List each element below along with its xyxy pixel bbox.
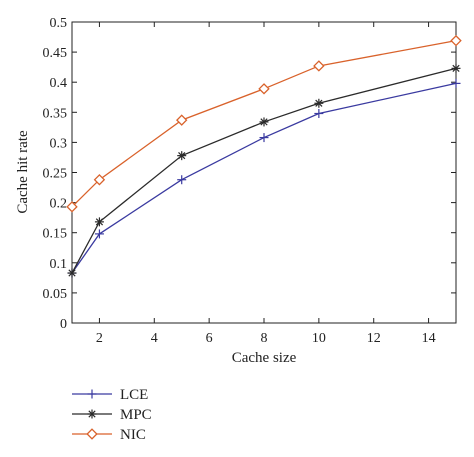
data-point-nic <box>93 174 106 186</box>
data-point-nic <box>175 114 188 126</box>
data-point-mpc <box>94 217 104 227</box>
series-line-mpc <box>71 67 457 274</box>
series-markers <box>66 34 462 278</box>
y-tick-label: 0.35 <box>43 106 68 121</box>
y-tick-label: 0.2 <box>50 197 68 212</box>
data-point-lce <box>177 175 187 185</box>
legend-label: LCE <box>120 387 148 403</box>
x-tick-label: 6 <box>206 331 213 346</box>
data-point-mpc <box>314 98 324 108</box>
data-point-nic <box>313 60 325 72</box>
y-axis-label: Cache hit rate <box>15 130 31 214</box>
y-tick-label: 0.15 <box>43 227 68 242</box>
data-point-nic <box>66 201 78 213</box>
y-tick-label: 0.05 <box>43 287 68 302</box>
y-tick-label: 0.4 <box>50 76 68 91</box>
y-tick-label: 0.25 <box>43 167 68 182</box>
data-point-mpc <box>177 151 187 161</box>
series-line-nic <box>71 40 457 208</box>
x-tick-label: 8 <box>261 331 268 346</box>
data-point-lce <box>314 109 324 119</box>
legend-item-nic: NIC <box>72 427 146 443</box>
series-lines <box>71 40 457 274</box>
series-line-lce <box>71 82 457 274</box>
x-tick-label: 14 <box>422 331 436 346</box>
data-point-lce <box>451 78 461 88</box>
data-point-mpc <box>67 268 77 278</box>
legend-marker <box>86 428 98 440</box>
legend-label: NIC <box>120 427 146 443</box>
plot-frame <box>71 21 457 324</box>
legend-item-lce: LCE <box>72 387 148 403</box>
x-axis-label: Cache size <box>232 350 297 366</box>
x-tick-label: 4 <box>151 331 158 346</box>
y-tick-label: 0.5 <box>50 16 68 31</box>
legend-item-mpc: MPC <box>72 407 152 423</box>
y-tick-label: 0.3 <box>50 136 68 151</box>
x-tick-label: 12 <box>367 331 381 346</box>
data-point-lce <box>259 133 269 143</box>
legend: LCE MPC NIC <box>72 387 152 443</box>
y-tick-label: 0.45 <box>43 46 68 61</box>
data-point-mpc <box>259 117 269 127</box>
data-point-nic <box>450 34 462 47</box>
y-tick-label: 0 <box>60 317 67 332</box>
x-tick-label: 2 <box>96 331 103 346</box>
data-point-nic <box>258 83 270 95</box>
legend-marker <box>87 409 97 419</box>
data-point-lce <box>94 229 104 239</box>
legend-label: MPC <box>120 407 152 423</box>
y-axis-ticks: 0 0.05 0.1 0.15 0.2 0.25 0.3 0.35 0.4 0.45 0.5 <box>43 16 456 332</box>
x-axis-ticks: 2 4 6 8 10 12 14 <box>96 22 436 346</box>
data-point-mpc <box>451 63 461 73</box>
legend-marker <box>87 389 97 399</box>
x-tick-label: 10 <box>312 331 326 346</box>
y-tick-label: 0.1 <box>50 257 68 272</box>
